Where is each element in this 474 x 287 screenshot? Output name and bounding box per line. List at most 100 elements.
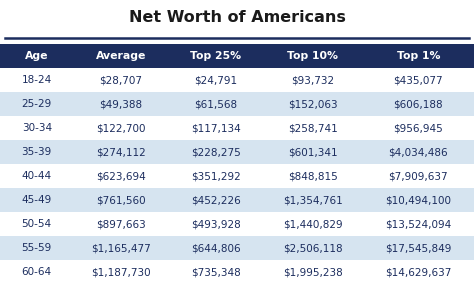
Bar (363, 188, 474, 212)
Text: $735,348: $735,348 (191, 267, 240, 277)
Bar (168, 212, 263, 236)
Bar (73, 44, 168, 69)
Bar (168, 116, 263, 140)
Bar (363, 212, 474, 236)
Text: 40-44: 40-44 (22, 171, 52, 181)
Text: $351,292: $351,292 (191, 171, 240, 181)
Text: $644,806: $644,806 (191, 243, 240, 253)
Text: $13,524,094: $13,524,094 (385, 219, 451, 229)
Bar (0, 116, 73, 140)
Bar (73, 260, 168, 284)
Bar (168, 44, 263, 69)
Bar (363, 236, 474, 260)
Text: $122,700: $122,700 (96, 123, 146, 133)
Text: $761,560: $761,560 (96, 195, 146, 205)
Bar (263, 236, 363, 260)
Text: $493,928: $493,928 (191, 219, 240, 229)
Bar (73, 164, 168, 188)
Bar (0, 188, 73, 212)
Bar (263, 260, 363, 284)
Bar (0, 260, 73, 284)
Text: $1,187,730: $1,187,730 (91, 267, 151, 277)
Text: $1,165,477: $1,165,477 (91, 243, 151, 253)
Text: 30-34: 30-34 (22, 123, 52, 133)
Text: $601,341: $601,341 (288, 147, 337, 157)
Text: $274,112: $274,112 (96, 147, 146, 157)
Text: $10,494,100: $10,494,100 (385, 195, 451, 205)
Bar (168, 69, 263, 92)
Bar (363, 69, 474, 92)
Text: $28,707: $28,707 (100, 75, 142, 86)
Bar (263, 140, 363, 164)
Bar (263, 188, 363, 212)
Bar (263, 69, 363, 92)
Text: $897,663: $897,663 (96, 219, 146, 229)
Bar (73, 140, 168, 164)
Bar (168, 236, 263, 260)
Bar (363, 92, 474, 117)
Bar (0, 164, 73, 188)
Bar (168, 164, 263, 188)
Bar (0, 212, 73, 236)
Text: $258,741: $258,741 (288, 123, 337, 133)
Text: 45-49: 45-49 (22, 195, 52, 205)
Bar (0, 92, 73, 117)
Text: $1,995,238: $1,995,238 (283, 267, 343, 277)
Text: $1,354,761: $1,354,761 (283, 195, 343, 205)
Text: $4,034,486: $4,034,486 (389, 147, 448, 157)
Text: $452,226: $452,226 (191, 195, 240, 205)
Text: 50-54: 50-54 (22, 219, 52, 229)
Bar (0, 44, 73, 69)
Text: 25-29: 25-29 (22, 99, 52, 109)
Bar (168, 260, 263, 284)
Text: $606,188: $606,188 (393, 99, 443, 109)
Text: Net Worth of Americans: Net Worth of Americans (128, 10, 346, 25)
Bar (363, 116, 474, 140)
Bar (168, 188, 263, 212)
Text: $49,388: $49,388 (100, 99, 142, 109)
Text: $623,694: $623,694 (96, 171, 146, 181)
Text: Top 1%: Top 1% (397, 51, 440, 61)
Bar (73, 92, 168, 117)
Bar (263, 164, 363, 188)
Bar (363, 140, 474, 164)
Bar (73, 212, 168, 236)
Text: $435,077: $435,077 (393, 75, 443, 86)
Text: $61,568: $61,568 (194, 99, 237, 109)
Text: Age: Age (25, 51, 48, 61)
Text: $152,063: $152,063 (288, 99, 337, 109)
Text: Top 10%: Top 10% (287, 51, 338, 61)
Bar (263, 92, 363, 117)
Bar (263, 116, 363, 140)
Bar (73, 236, 168, 260)
Text: $24,791: $24,791 (194, 75, 237, 86)
Bar (263, 212, 363, 236)
Text: 55-59: 55-59 (22, 243, 52, 253)
Bar (73, 188, 168, 212)
Bar (73, 69, 168, 92)
Text: 18-24: 18-24 (22, 75, 52, 86)
Text: $1,440,829: $1,440,829 (283, 219, 343, 229)
Bar (168, 140, 263, 164)
Bar (0, 236, 73, 260)
Text: Average: Average (96, 51, 146, 61)
Text: $228,275: $228,275 (191, 147, 240, 157)
Text: 60-64: 60-64 (22, 267, 52, 277)
Text: $848,815: $848,815 (288, 171, 337, 181)
Bar (263, 44, 363, 69)
Bar (73, 116, 168, 140)
Bar (168, 92, 263, 117)
Bar (363, 164, 474, 188)
Text: Top 25%: Top 25% (190, 51, 241, 61)
Text: $93,732: $93,732 (292, 75, 334, 86)
Text: $14,629,637: $14,629,637 (385, 267, 452, 277)
Text: $2,506,118: $2,506,118 (283, 243, 343, 253)
Text: $17,545,849: $17,545,849 (385, 243, 452, 253)
Text: 35-39: 35-39 (22, 147, 52, 157)
Text: $117,134: $117,134 (191, 123, 240, 133)
Bar (363, 260, 474, 284)
Text: $7,909,637: $7,909,637 (389, 171, 448, 181)
Bar (363, 44, 474, 69)
Bar (0, 140, 73, 164)
Text: $956,945: $956,945 (393, 123, 443, 133)
